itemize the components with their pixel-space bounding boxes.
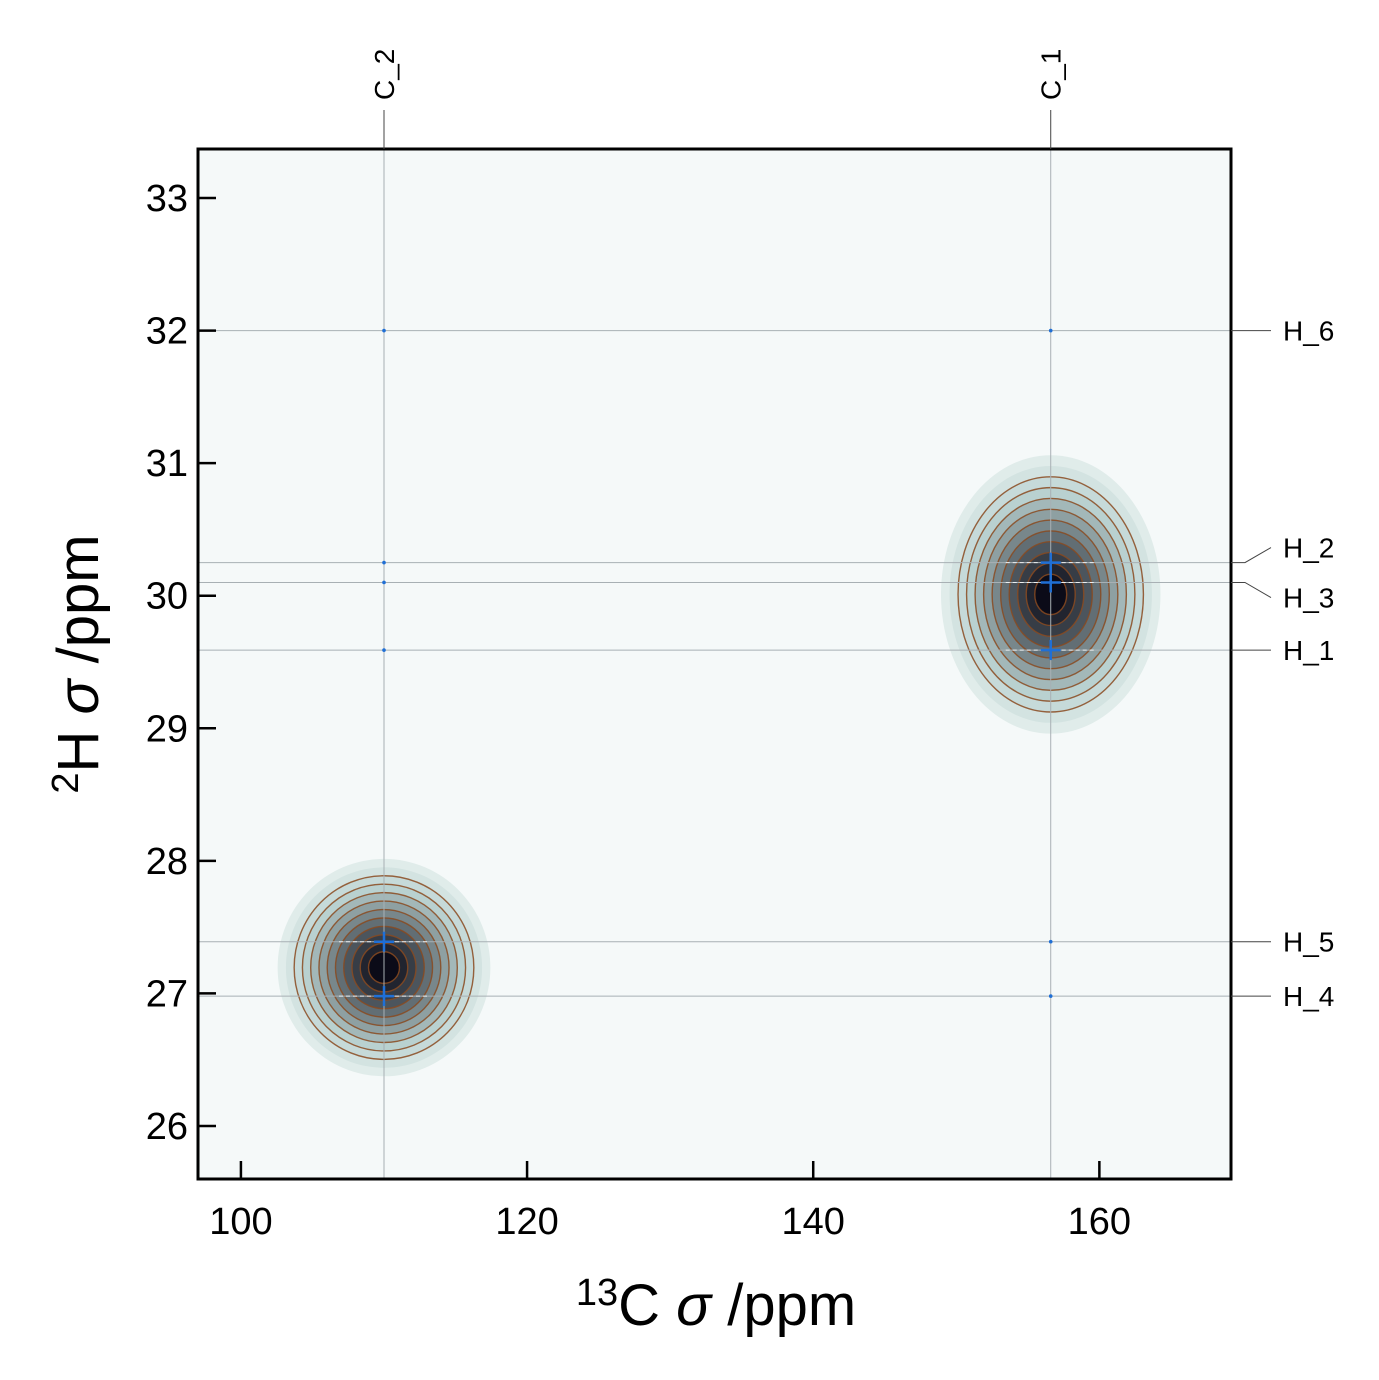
- hydrogen-label: H_1: [1283, 635, 1334, 666]
- hydrogen-label: H_3: [1283, 583, 1334, 614]
- hydrogen-label: H_5: [1283, 927, 1334, 958]
- x-axis-title-sigma: σ: [660, 1273, 713, 1338]
- grid-crossing-dot: [1048, 328, 1053, 333]
- grid-crossing-dot: [382, 580, 386, 585]
- x-axis-title: 13C σ /ppm: [576, 1272, 856, 1338]
- x-tick-label: 140: [782, 1201, 845, 1243]
- hydrogen-label: H_2: [1283, 533, 1334, 564]
- hydrogen-label: H_6: [1283, 316, 1334, 347]
- x-tick-label: 160: [1068, 1201, 1131, 1243]
- y-tick-label: 31: [146, 443, 188, 485]
- hydrogen-peak-labels: H_6 H_2 H_3 H_1 H_5 H_4: [1231, 316, 1334, 1012]
- x-axis-title-isotope: 13: [576, 1272, 618, 1314]
- x-tick-label: 100: [209, 1201, 272, 1243]
- carbon-peak-labels: C_2 C_1: [369, 49, 1067, 149]
- y-axis-title-isotope: 2: [45, 772, 87, 793]
- y-tick-label: 29: [146, 708, 188, 750]
- y-axis-title-nucleus: H: [46, 731, 111, 773]
- hydrogen-label-leader: [1231, 547, 1272, 564]
- hydrogen-label: H_4: [1283, 981, 1334, 1012]
- grid-crossing-dot: [382, 648, 386, 652]
- y-axis-title: 2H σ /ppm: [45, 534, 111, 793]
- grid-crossing-dot: [1048, 994, 1053, 998]
- grid-crossing-dot: [382, 328, 386, 333]
- y-tick-label: 26: [146, 1106, 188, 1148]
- y-tick-label: 27: [146, 973, 188, 1015]
- peak-marker-layer: [338, 328, 1096, 1007]
- carbon-label: C_2: [369, 49, 400, 100]
- plot-frame: [196, 147, 1233, 1181]
- hydrogen-label-leader: [1231, 581, 1272, 598]
- grid-crossing-dot: [382, 560, 386, 565]
- x-axis-title-nucleus: C: [618, 1273, 660, 1338]
- x-axis-ticks: 100 120 140 160: [209, 1161, 1131, 1243]
- carbon-label: C_1: [1036, 49, 1067, 100]
- grid-crossing-dot: [1048, 939, 1053, 944]
- y-tick-label: 32: [146, 311, 188, 353]
- x-tick-label: 120: [495, 1201, 558, 1243]
- y-axis-title-sigma: σ: [46, 677, 111, 730]
- y-tick-label: 28: [146, 841, 188, 883]
- y-axis-title-unit: /ppm: [46, 534, 111, 679]
- y-tick-label: 33: [146, 178, 188, 220]
- y-tick-label: 30: [146, 576, 188, 618]
- x-axis-title-unit: /ppm: [711, 1273, 856, 1338]
- y-axis-ticks: 26 27 28 29 30 31 32 33: [146, 178, 216, 1148]
